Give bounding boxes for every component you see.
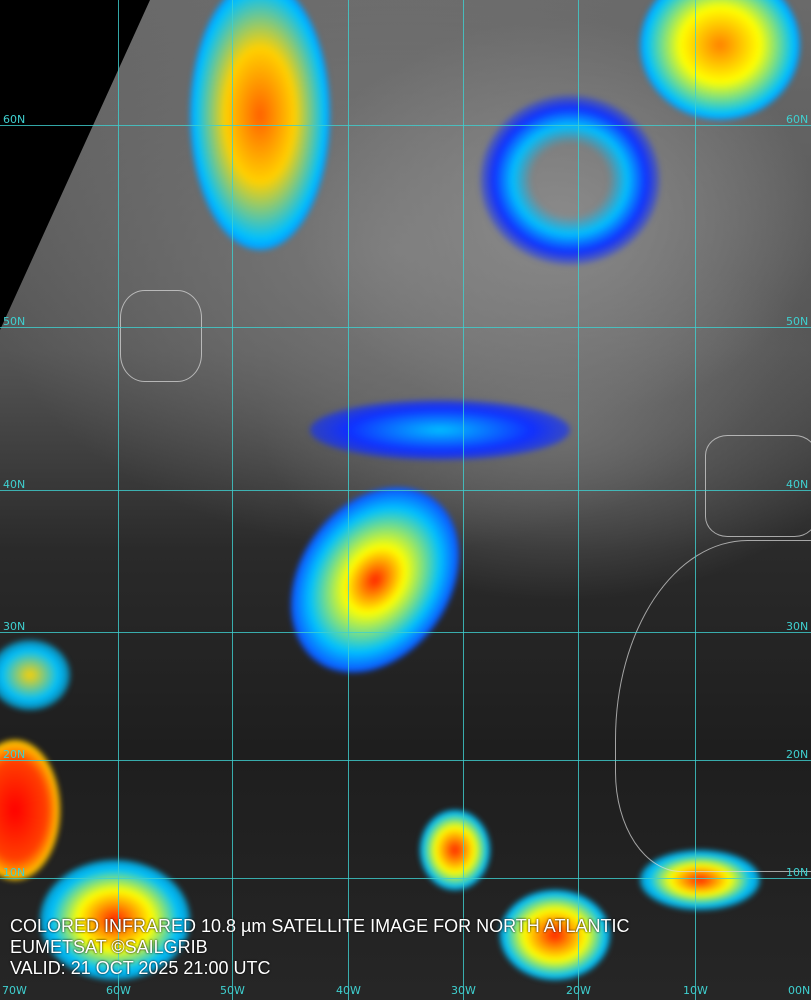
coastline-newfoundland xyxy=(120,290,202,382)
gridline-10n xyxy=(0,878,811,879)
space-background xyxy=(0,0,150,330)
lon-label: 40W xyxy=(336,984,361,997)
cloud-band-central xyxy=(256,455,494,705)
caption-source: EUMETSAT ©SAILGRIB xyxy=(10,937,208,957)
lat-label: 40N xyxy=(3,478,26,491)
cloud-north-sea xyxy=(640,0,800,120)
cloud-itcz-2 xyxy=(500,890,610,980)
cloud-caribbean xyxy=(0,740,60,880)
caption-valid-time: VALID: 21 OCT 2025 21:00 UTC xyxy=(10,958,271,978)
cloud-itcz-1 xyxy=(420,810,490,890)
gridline-40n xyxy=(0,490,811,491)
lat-label: 20N xyxy=(3,748,26,761)
cloud-west-atlantic xyxy=(0,640,70,710)
lat-label: 20N xyxy=(786,748,809,761)
gridline-20w xyxy=(578,0,579,1000)
lon-label: 10W xyxy=(683,984,708,997)
lat-label: 10N xyxy=(786,866,809,879)
coastline-iberia xyxy=(705,435,811,537)
lon-label: 60W xyxy=(106,984,131,997)
lat-label: 50N xyxy=(3,315,26,328)
lat-label: 60N xyxy=(786,113,809,126)
gridline-10w xyxy=(695,0,696,1000)
lat-label: 40N xyxy=(786,478,809,491)
lon-label: 20W xyxy=(566,984,591,997)
gridline-60n xyxy=(0,125,811,126)
gridline-20n xyxy=(0,760,811,761)
gridline-50w xyxy=(232,0,233,1000)
lat-label: 60N xyxy=(3,113,26,126)
lat-label: 30N xyxy=(3,620,26,633)
coastline-africa xyxy=(615,540,811,872)
lon-label: 30W xyxy=(451,984,476,997)
lon-label: 50W xyxy=(220,984,245,997)
gridline-40w xyxy=(348,0,349,1000)
gridline-50n xyxy=(0,327,811,328)
cloud-low-swirl xyxy=(480,95,660,265)
image-caption: COLORED INFRARED 10.8 µm SATELLITE IMAGE… xyxy=(10,916,629,979)
caption-title: COLORED INFRARED 10.8 µm SATELLITE IMAGE… xyxy=(10,916,630,936)
gridline-60w xyxy=(118,0,119,1000)
lon-label: 70W xyxy=(2,984,27,997)
lon-label: 00N xyxy=(788,984,811,997)
lat-label: 30N xyxy=(786,620,809,633)
cloud-band-mid xyxy=(310,400,570,460)
lat-label: 50N xyxy=(786,315,809,328)
gridline-30w xyxy=(463,0,464,1000)
cloud-itcz-3 xyxy=(40,860,190,980)
lat-label: 10N xyxy=(3,866,26,879)
gridline-30n xyxy=(0,632,811,633)
